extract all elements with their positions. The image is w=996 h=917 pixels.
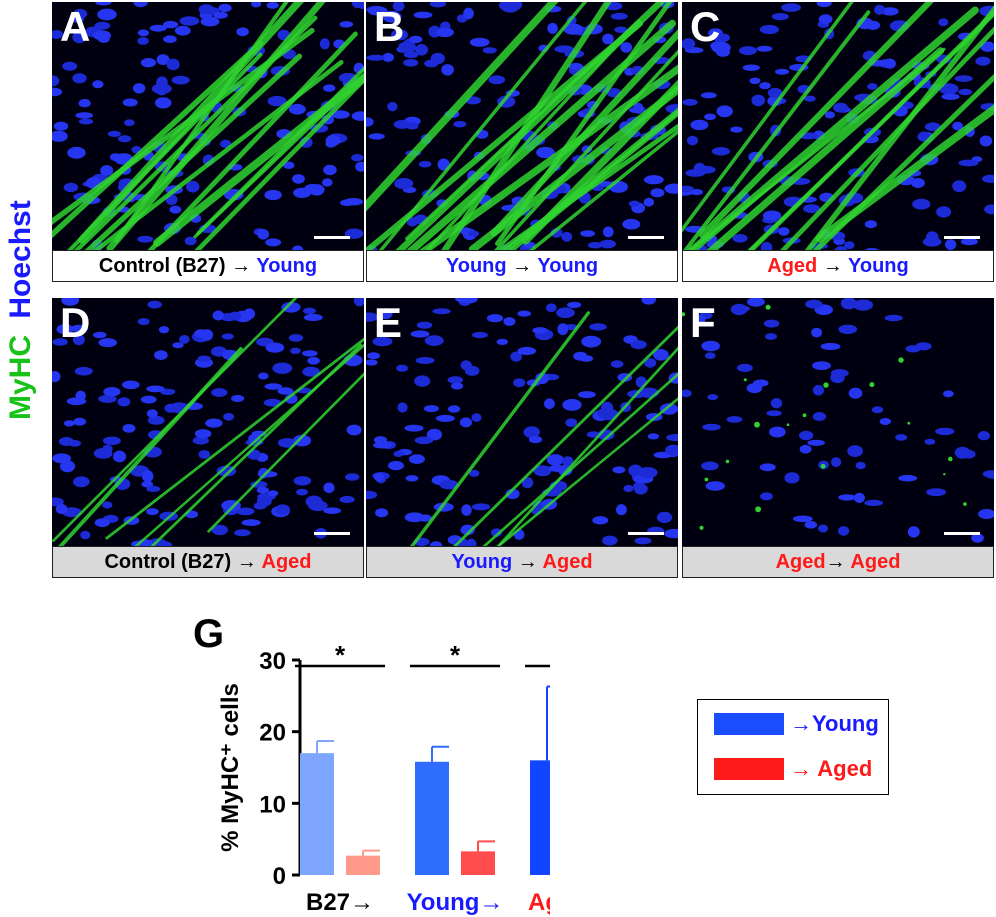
bar [530,760,550,875]
svg-text:MyHC Hoechst: MyHC Hoechst [4,200,37,420]
scale-bar [944,532,980,535]
bar [415,761,449,875]
scale-bar [628,532,664,535]
panel-caption-a: Control (B27) → Young [52,250,364,282]
legend-swatch-young [714,713,784,735]
panel-caption-b: Young → Young [366,250,678,282]
caption-part: Young [848,255,909,277]
panel-letter-d: D [60,299,91,346]
panel-letter-e: E [374,299,403,346]
category-label: Young→ [407,889,504,916]
micrograph-image [682,298,994,548]
caption-part: Aged [767,255,818,277]
hoechst-label: Hoechst [4,200,37,318]
panel-caption-f: Aged→ Aged [682,546,994,578]
y-tick-label: 0 [273,863,286,890]
caption-part: Young [537,255,599,277]
micrograph-image [52,298,364,548]
micrograph-panel-f: F [682,298,994,548]
micrograph-image [682,2,994,252]
caption-part: Young [256,255,318,277]
caption-part: → [506,255,538,277]
scale-bar [314,532,350,535]
caption-part: Aged [542,551,593,573]
micrograph-panel-b: B [366,2,678,252]
legend-item-young: →Young [714,711,879,736]
category-label: B27→ [306,889,374,916]
caption-part: Control (B27) → [104,551,262,573]
y-tick-label: 30 [259,648,286,675]
caption-part: → [512,551,543,573]
scale-bar [628,236,664,239]
panel-caption-e: Young → Aged [366,546,678,578]
bar [346,855,380,875]
panel-letter-g: G [193,612,225,656]
significance-star: * [335,640,346,670]
micrograph-panel-a: A [52,2,364,252]
scale-bar [314,236,350,239]
micrograph-panel-c: C [682,2,994,252]
panel-caption-d: Control (B27) → Aged [52,546,364,578]
significance-star: * [450,640,461,670]
micrograph-image [366,298,678,548]
panel-letter-c: C [690,3,721,50]
caption-part: Aged [775,551,826,573]
caption-part: Young [451,551,513,573]
micrograph-image [366,2,678,252]
micrograph-image [52,2,364,252]
micrograph-panel-e: E [366,298,678,548]
legend-item-aged: → Aged [714,756,873,781]
panel-letter-a: A [60,3,91,50]
myhc-label: MyHC [4,335,37,420]
y-tick-label: 20 [259,720,286,747]
side-stain-label: MyHC Hoechst [4,130,38,420]
bar [300,753,334,875]
caption-part: Aged [850,551,901,573]
scale-bar [944,236,980,239]
legend-label-young: →Young [790,711,879,736]
y-tick-label: 10 [259,791,286,818]
panel-letter-b: B [374,3,405,50]
micrograph-panel-d: D [52,298,364,548]
caption-part: → [825,551,851,573]
caption-part: → [817,255,849,277]
caption-part: Aged [261,551,312,573]
panel-letter-f: F [690,299,716,346]
legend: →Young → Aged [697,699,889,795]
bar [461,851,495,875]
caption-part: Control (B27) → [98,255,257,277]
category-label: Aged→ [528,889,550,916]
legend-label-aged: → Aged [790,756,873,781]
panel-caption-c: Aged → Young [682,250,994,282]
legend-swatch-aged [714,758,784,780]
caption-part: Young [445,255,507,277]
y-axis-label: % MyHC⁺ cells [217,683,244,852]
